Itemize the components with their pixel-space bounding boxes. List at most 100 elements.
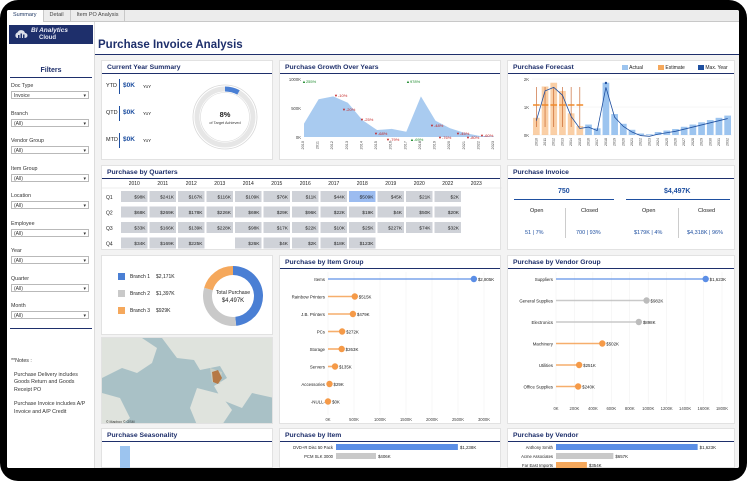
item-group-panel: Purchase by Item Group 0K 500K 1000K 1500K 2… [279,255,501,424]
category-label: DVD+R Disc 50 Pack [293,445,334,450]
target-percent: 8% [220,110,231,119]
quarter-value: $45K [391,195,403,201]
forecast-bar [680,126,688,135]
filter-select-7[interactable]: (All) ▾ [11,283,89,292]
filter-select-6[interactable]: (All) ▾ [11,256,89,264]
forecast-bar [654,132,662,135]
lollipop-dot [331,363,339,370]
quarter-value: $98K [248,226,260,232]
x-tick-label: 2018 [604,138,608,146]
filter-select-3[interactable]: (All) ▾ [11,173,89,182]
x-tick-label: 200K [570,406,580,411]
legend-actual-label: Actual [629,65,644,71]
growth-annotation: ▼-76% [438,135,452,140]
category-label: -NULL- [311,399,326,404]
x-tick-label: 2018 [418,141,422,149]
value-label: $479K [357,312,370,317]
year-header: 2011 [157,181,168,187]
dashboard-screen: Summary Detail Item PO Analysis BI Analy… [7,10,739,468]
vendor-group-lollipop-chart: 0K 200K 400K 600K 800K 1000K 1200K 1400K 1600K 18… [519,272,728,411]
quarter-cell [292,191,319,202]
closed-amount: $4,318K | 96% [687,230,723,236]
growth-annotation: ▼-60% [480,133,494,138]
tab-item-po-analysis[interactable]: Item PO Analysis [71,10,126,22]
category-label: Accessories [301,382,325,387]
lollipop-dot [470,275,478,283]
x-tick-label: 2023 [647,138,651,146]
chevron-down-icon: ▾ [83,230,86,237]
quarter-cell [121,222,148,233]
quarter-value: $10K [334,226,346,232]
category-label: Office Supplies [524,384,554,389]
summary-label: YTD [106,83,117,89]
chevron-down-icon: ▾ [83,93,86,99]
tab-summary[interactable]: Summary [7,10,44,22]
x-tick-label: 2020 [447,141,451,149]
panel-rule [102,441,272,442]
category-label: Acme Associates [521,454,553,459]
category-label: Electronics [532,320,554,325]
x-tick-label: 2028 [691,138,695,146]
title-bar [95,22,739,55]
panel-title: Purchase by Vendor Group [513,259,601,266]
filters-sidebar: BI Analytics Cloud Filters Doc Type Invoi… [7,22,95,468]
quarter-cell [406,222,433,233]
quarter-cell [406,206,433,218]
summary-yoy: YoY [143,138,152,143]
filter-label-2: Vendor Group [11,138,44,144]
filter-select-4[interactable]: (All) ▾ [11,201,89,209]
quarter-cell [349,191,376,202]
quarter-cell [235,191,262,202]
filter-select-1[interactable]: (All) ▾ [11,118,89,127]
tab-detail[interactable]: Detail [44,10,71,22]
map-panel[interactable]: © Mapbox © OSM [101,337,273,424]
filter-label-0: Doc Type [11,83,34,89]
notes-rule [10,328,92,329]
filter-value: (All) [14,258,23,264]
quarter-cell [178,206,205,218]
forecast-bar [619,123,627,135]
quarter-value: $269K [160,210,175,216]
x-tick-label: 2012 [330,141,334,149]
filter-select-5[interactable]: (All) ▾ [11,228,89,237]
filter-select-0[interactable]: Invoice ▾ [11,91,89,99]
filter-label-6: Year [11,248,22,254]
filter-select-2[interactable]: (All) ▾ [11,146,89,154]
main-area: Purchase Invoice Analysis Current Year S… [95,22,739,468]
quarter-cell [349,206,376,218]
panel-rule [508,73,734,74]
branch-name: Branch 3 [130,308,151,314]
quarter-value: $169K [160,241,175,247]
quarter-value: $2K [308,241,317,247]
quarter-cell [320,222,347,233]
panel-title: Purchase by Item [285,432,342,439]
panel-rule [102,73,272,74]
quarter-label: Q2 [106,211,113,217]
value-label: $515K [359,294,372,299]
seasonality-bar [120,446,130,468]
note-delivery: Purchase Delivery includes Goods Return … [14,371,78,393]
invoice-divider [678,208,679,238]
quarter-value: $2K [450,195,459,201]
x-tick-label: 1600K [698,406,710,411]
chevron-down-icon: ▾ [83,203,86,209]
category-label: J.B. Printers [301,312,326,317]
summary-divider [119,106,120,121]
filter-value: (All) [14,175,23,182]
year-header: 2022 [442,181,453,187]
y-tick-label: 0K [524,133,529,138]
open-amount: $179K | 4% [634,230,663,236]
value-label: $29K [334,382,344,387]
quarter-value: $123K [360,241,375,247]
x-tick-label: 1400K [679,406,691,411]
quarter-cell [292,222,319,233]
filter-select-8[interactable]: (All) ▾ [11,311,89,319]
cloud-logo-icon [15,30,28,38]
quarter-value: $178K [189,210,204,216]
x-tick-label: 2025 [665,138,669,146]
quarter-value: $21K [419,195,431,201]
branch-slice [204,266,233,291]
legend-estimate: Estimate [658,65,685,71]
invoice-count-rule [514,199,614,200]
value-label: $135K [339,364,352,369]
